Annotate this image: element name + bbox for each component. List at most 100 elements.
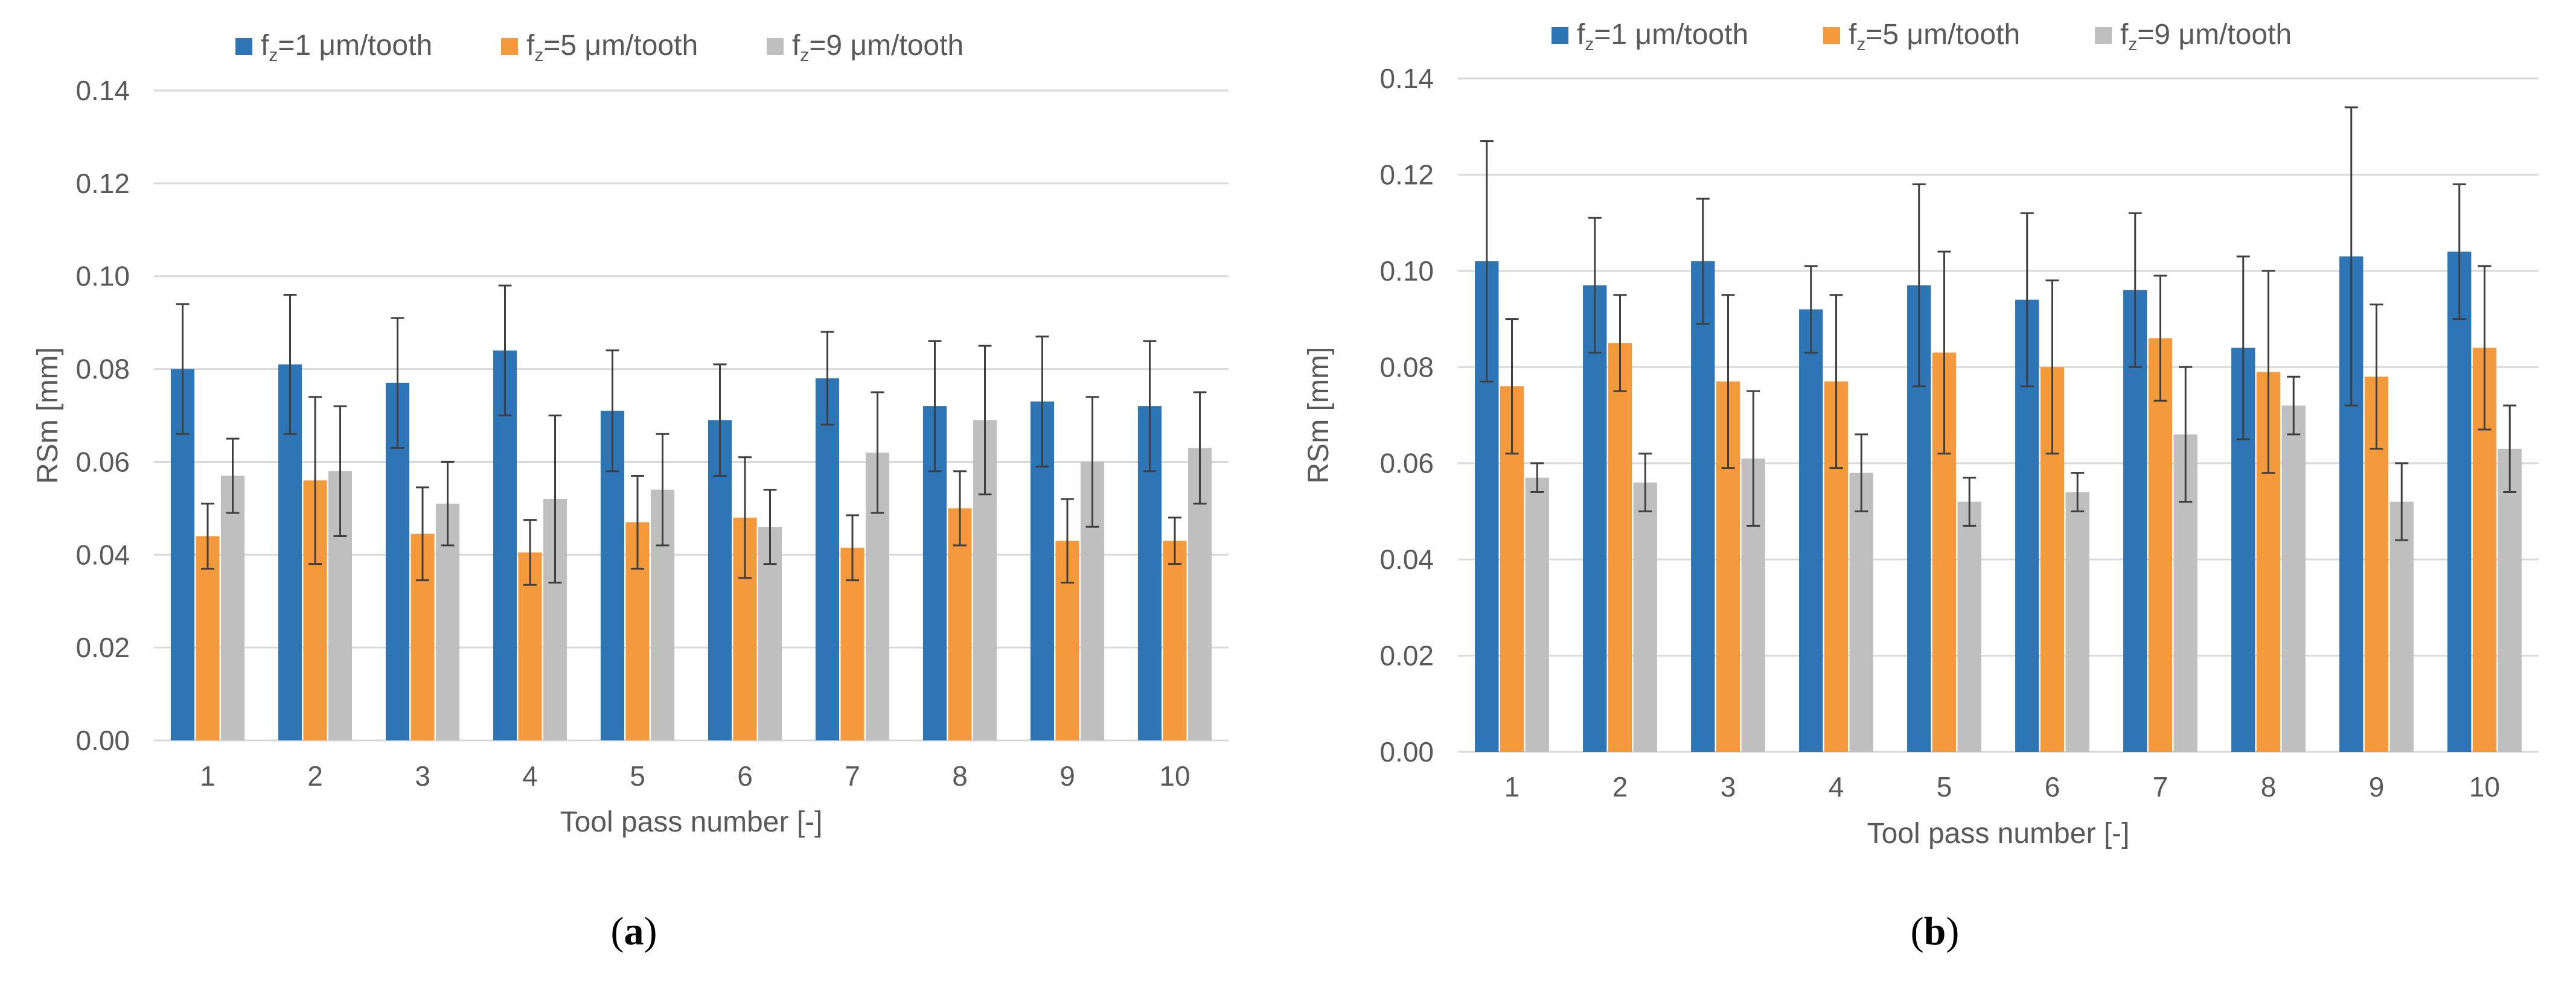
legend-label: fz=9 μm/tooth — [2120, 19, 2292, 54]
error-bar-a-s2-6 — [738, 456, 752, 579]
error-bar-b-s3-8 — [2287, 375, 2301, 436]
error-bar-a-s2-7 — [846, 514, 859, 582]
error-bar-b-s3-1 — [1530, 462, 1544, 494]
legend-label: fz=5 μm/tooth — [526, 30, 698, 65]
legend-swatch — [235, 38, 252, 55]
y-tick-label: 0.04 — [75, 539, 130, 570]
x-tick-label: 9 — [1059, 760, 1075, 792]
bar-b-s1-10 — [2447, 251, 2472, 752]
error-bar-a-s1-4 — [498, 284, 512, 416]
error-bar-b-s3-5 — [1963, 477, 1977, 527]
chart-panel-a: 0.00 0.02 0.04 0.06 0.08 0.10 0.12 0.14 1 2 3 4 5 6 7 8… — [0, 0, 1274, 986]
legend-swatch — [501, 38, 518, 55]
error-bar-b-s3-6 — [2071, 472, 2085, 512]
bar-b-s3-2 — [1633, 482, 1657, 752]
bar-a-s3-1 — [220, 476, 245, 740]
error-bar-b-s1-8 — [2236, 255, 2250, 441]
error-bar-a-s1-2 — [283, 293, 297, 435]
legend-item-3: fz=9 μm/tooth — [767, 30, 964, 65]
bar-b-s1-2 — [1583, 285, 1607, 752]
error-bar-b-s3-4 — [1855, 433, 1868, 512]
error-bar-a-s3-8 — [978, 345, 992, 495]
x-tick-label: 10 — [2469, 771, 2500, 803]
bar-b-s3-9 — [2389, 501, 2414, 752]
x-tick-label: 4 — [522, 760, 538, 792]
legend-label: fz=5 μm/tooth — [1849, 19, 2020, 54]
bar-b-s3-4 — [1849, 472, 1873, 752]
y-tick-label: 0.06 — [75, 446, 130, 477]
x-tick-label: 3 — [1721, 771, 1736, 803]
y-tick-label: 0.10 — [1379, 255, 1434, 287]
bar-b-s2-7 — [2148, 338, 2173, 752]
x-tick-label: 7 — [845, 760, 860, 792]
error-bar-b-s3-2 — [1638, 453, 1652, 512]
error-bar-b-s2-6 — [2045, 279, 2059, 455]
figure-caption: (b) — [1911, 909, 1960, 953]
error-bar-a-s2-9 — [1061, 498, 1074, 584]
y-tick-label: 0.08 — [75, 354, 130, 385]
error-bar-a-s1-8 — [928, 340, 942, 472]
x-tick-label: 9 — [2369, 771, 2385, 803]
error-bar-b-s1-4 — [1804, 265, 1818, 354]
error-bar-b-s1-9 — [2344, 106, 2358, 407]
x-tick-label: 2 — [307, 760, 323, 792]
legend-label: fz=1 μm/tooth — [261, 30, 432, 65]
bar-a-s2-1 — [196, 536, 220, 740]
x-tick-label: 6 — [2045, 771, 2060, 803]
error-bar-a-s2-8 — [953, 470, 967, 547]
error-bar-b-s2-3 — [1721, 294, 1735, 469]
x-tick-label: 6 — [737, 760, 753, 792]
x-axis-title: Tool pass number [-] — [1867, 818, 2130, 850]
chart-a: 0.00 0.02 0.04 0.06 0.08 0.10 0.12 0.14 1 2 3 4 5 6 7 8… — [32, 30, 1229, 953]
legend-swatch — [2095, 27, 2112, 44]
error-bar-a-s3-7 — [871, 391, 884, 514]
y-tick-label: 0.14 — [1379, 63, 1434, 94]
x-tick-label: 4 — [1829, 771, 1844, 803]
chart-b: 0.00 0.02 0.04 0.06 0.08 0.10 0.12 0.14 1 2 3 4 5 6 7 8… — [1303, 19, 2539, 953]
error-bar-b-s3-10 — [2503, 404, 2517, 494]
error-bar-b-s1-2 — [1588, 217, 1602, 354]
bar-b-s3-10 — [2498, 448, 2522, 752]
bar-a-s2-8 — [948, 508, 972, 740]
y-tick-label: 0.00 — [1379, 736, 1434, 768]
error-bar-a-s1-6 — [713, 363, 727, 477]
y-tick-label: 0.08 — [1379, 351, 1434, 383]
legend-label: fz=1 μm/tooth — [1577, 19, 1748, 54]
x-tick-label: 8 — [952, 760, 968, 792]
x-tick-label: 5 — [1937, 771, 1952, 803]
legend-item-1: fz=1 μm/tooth — [1552, 19, 1748, 54]
error-bar-a-s2-2 — [308, 396, 322, 565]
error-bar-b-s2-1 — [1505, 318, 1519, 455]
error-bar-a-s2-3 — [416, 486, 429, 582]
y-tick-label: 0.12 — [75, 168, 130, 199]
error-bar-a-s2-4 — [523, 519, 537, 586]
legend-item-2: fz=5 μm/tooth — [501, 30, 698, 65]
error-bar-a-s1-5 — [606, 349, 619, 472]
error-bar-a-s1-9 — [1035, 336, 1049, 468]
error-bar-b-s2-8 — [2261, 270, 2275, 474]
x-axis-title: Tool pass number [-] — [560, 806, 823, 838]
error-bar-b-s2-5 — [1937, 250, 1951, 455]
error-bar-b-s2-4 — [1829, 294, 1843, 469]
error-bar-a-s3-5 — [656, 433, 670, 547]
error-bar-b-s3-9 — [2395, 462, 2409, 541]
bar-b-s3-6 — [2065, 492, 2089, 752]
error-bar-a-s1-7 — [820, 331, 834, 426]
y-tick-label: 0.02 — [75, 632, 130, 663]
y-tick-label: 0.04 — [1379, 544, 1434, 575]
legend-label: fz=9 μm/tooth — [792, 30, 964, 65]
error-bar-a-s1-3 — [391, 317, 404, 449]
x-tick-label: 1 — [200, 760, 216, 792]
error-bar-a-s3-6 — [763, 489, 777, 565]
bar-b-s2-2 — [1608, 343, 1632, 752]
error-bar-a-s2-10 — [1168, 517, 1181, 565]
error-bar-b-s1-6 — [2020, 212, 2034, 387]
y-tick-label: 0.00 — [75, 725, 130, 756]
x-tick-label: 5 — [630, 760, 645, 792]
error-bar-b-s1-3 — [1696, 197, 1710, 325]
x-tick-label: 10 — [1159, 760, 1190, 792]
chart-panel-b: 0.00 0.02 0.04 0.06 0.08 0.10 0.12 0.14 1 2 3 4 5 6 7 8… — [1298, 0, 2576, 986]
y-tick-label: 0.14 — [75, 75, 130, 106]
x-tick-label: 1 — [1504, 771, 1520, 803]
error-bar-b-s2-7 — [2153, 275, 2167, 402]
